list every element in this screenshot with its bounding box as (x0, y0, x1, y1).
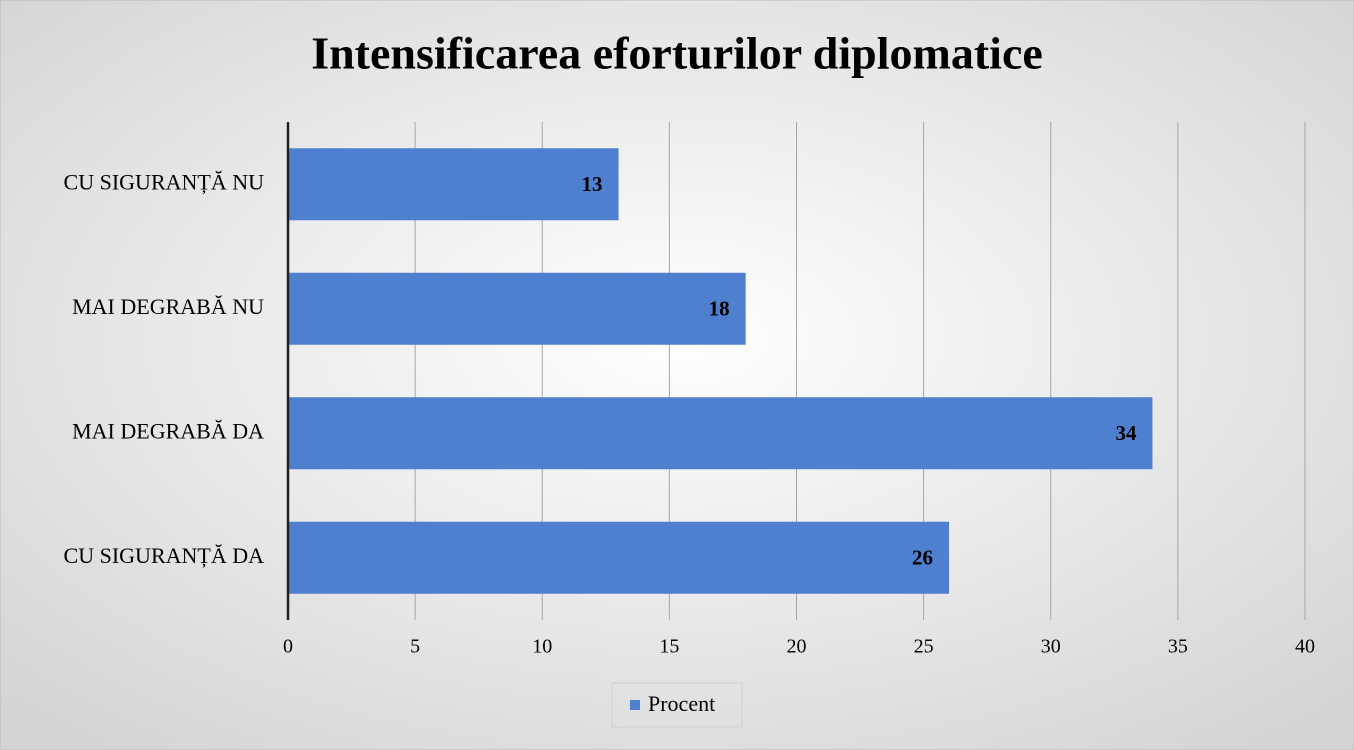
x-tick-label: 5 (410, 636, 420, 658)
y-tick-label: MAI DEGRABĂ DA (72, 418, 264, 443)
legend-swatch (630, 700, 640, 710)
x-tick-label: 10 (532, 636, 552, 658)
x-tick-label: 30 (1041, 636, 1061, 658)
bar (288, 397, 1153, 470)
y-tick-label: CU SIGURANȚĂ DA (64, 543, 265, 568)
data-label: 18 (709, 297, 730, 321)
x-tick-label: 20 (787, 636, 807, 658)
x-tick-label: 35 (1168, 636, 1188, 658)
y-tick-label: MAI DEGRABĂ NU (72, 294, 264, 319)
data-label: 26 (912, 546, 933, 570)
legend-box (611, 682, 743, 728)
bar (288, 272, 746, 345)
data-label: 13 (582, 172, 603, 196)
x-tick-label: 40 (1295, 636, 1315, 658)
x-tick-label: 15 (659, 636, 679, 658)
chart-title: Intensificarea eforturilor diplomatice (311, 28, 1043, 79)
x-tick-label: 25 (914, 636, 934, 658)
bar (288, 148, 619, 221)
x-tick-label: 0 (283, 636, 293, 658)
legend-label: Procent (648, 691, 715, 716)
y-tick-label: CU SIGURANȚĂ NU (64, 169, 265, 194)
data-label: 34 (1115, 421, 1137, 445)
bar (288, 521, 950, 594)
